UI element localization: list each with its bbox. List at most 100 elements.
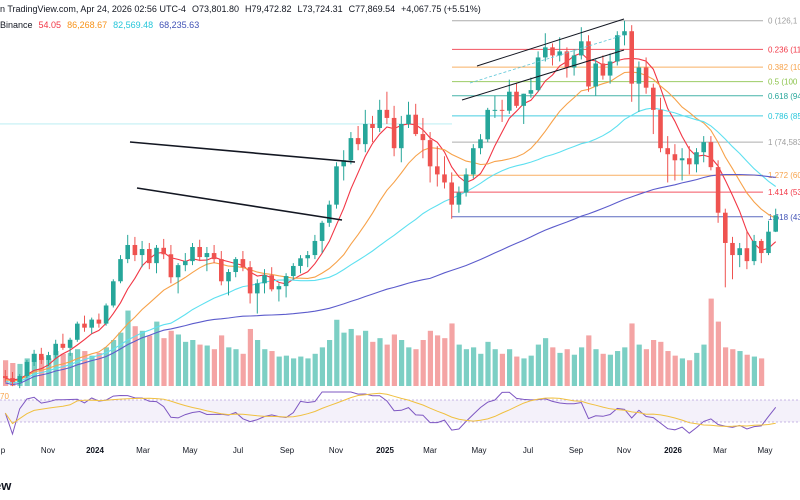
volume-bar [571, 354, 577, 386]
candle-body [39, 353, 44, 360]
volume-bar [730, 349, 736, 386]
volume-bar [701, 344, 707, 386]
volume-bar [514, 356, 520, 386]
channel-lower [461, 49, 625, 101]
volume-bar [564, 349, 570, 386]
volume-bar [543, 338, 549, 386]
rsi-line [4, 391, 777, 436]
candle-body [514, 91, 519, 106]
volume-bar [672, 355, 678, 386]
candle-body [312, 240, 318, 256]
volume-bar [161, 338, 167, 386]
candle-body [521, 93, 526, 106]
volume-bar [103, 347, 109, 386]
volume-bar [665, 351, 671, 386]
candle-body [75, 323, 80, 340]
candle-body [269, 275, 274, 290]
candle-body [211, 253, 217, 260]
x-axis-tick-label: p [1, 446, 6, 455]
legend-value: +4,067.75 (+5.51%) [401, 4, 481, 14]
volume-bar [168, 330, 174, 386]
candle-body [463, 174, 469, 193]
x-axis-tick-label: 2026 [664, 446, 682, 455]
volume-bar [593, 349, 599, 386]
legend-value: 54.05 [38, 20, 62, 30]
fib-level-label: 0.382 (10 [768, 63, 800, 72]
fib-level-label: 0.618 (94 [768, 92, 800, 101]
legend-value: C77,869.54 [348, 4, 396, 14]
volume-bar [463, 349, 469, 386]
volume-bar [658, 341, 664, 386]
candle-body [643, 67, 649, 88]
candle-body [240, 259, 246, 268]
volume-bar [607, 354, 613, 386]
candle-body [694, 152, 699, 165]
candle-body [168, 254, 174, 278]
x-axis-tick-label: Jul [233, 446, 243, 455]
candle-body [759, 240, 764, 254]
volume-bar [759, 358, 765, 386]
volume-bar [456, 344, 462, 386]
candle-body [255, 283, 260, 294]
volume-bar [175, 334, 181, 386]
candle-body [283, 276, 289, 287]
candle-body [341, 160, 346, 167]
candle-body [161, 247, 166, 255]
candle-body [571, 55, 577, 68]
volume-bar [471, 347, 477, 386]
volume-bar [751, 356, 757, 386]
candle-body [305, 255, 310, 259]
volume-bar [535, 344, 541, 386]
candle-body [399, 123, 404, 149]
volume-bar [89, 355, 95, 386]
candle-body [327, 204, 332, 223]
candle-body [708, 142, 714, 168]
volume-bar [334, 319, 340, 386]
candle-body [622, 31, 627, 36]
candle-body [766, 231, 771, 254]
volume-bar [132, 326, 138, 386]
volume-bar [312, 353, 318, 386]
rsi-band [0, 400, 800, 422]
candle-body [17, 376, 22, 383]
volume-bar [125, 310, 131, 386]
candle-body [672, 154, 678, 161]
volume-bar [600, 353, 606, 386]
candle-body [355, 138, 361, 145]
volume-bar [319, 347, 325, 386]
fib-level-label: 1.618 (43 [768, 213, 800, 222]
candle-body [125, 244, 130, 260]
x-axis-tick-label: May [757, 446, 772, 455]
volume-bar [190, 340, 196, 386]
x-axis-tick-label: Mar [423, 446, 437, 455]
candle-body [53, 343, 58, 356]
candle-body [363, 123, 368, 145]
volume-bar [528, 355, 534, 386]
candle-body [118, 259, 123, 282]
candle-body [600, 63, 606, 76]
candle-body [427, 140, 433, 167]
volume-bar [629, 323, 635, 386]
volume-bar [435, 335, 441, 386]
x-axis-tick-label: May [182, 446, 197, 455]
legend-value: L73,724.31 [297, 4, 343, 14]
candle-body [103, 305, 109, 324]
legend-value: O73,801.80 [191, 4, 239, 14]
volume-bar [651, 340, 657, 386]
volume-bar [211, 349, 217, 386]
candle-body [175, 265, 181, 278]
candle-body [550, 47, 555, 56]
x-axis-tick-label: Mar [136, 446, 150, 455]
candle-body [492, 109, 498, 111]
candle-body [24, 361, 30, 377]
x-axis-tick-label: Nov [617, 446, 631, 455]
volume-bar [715, 321, 721, 386]
candle-body [701, 142, 706, 153]
volume-bar [406, 347, 412, 386]
candle-body [507, 91, 512, 111]
volume-bar [679, 358, 685, 386]
volume-bar [413, 349, 419, 386]
ma-line-blue [5, 173, 776, 386]
volume-bar [615, 351, 621, 386]
